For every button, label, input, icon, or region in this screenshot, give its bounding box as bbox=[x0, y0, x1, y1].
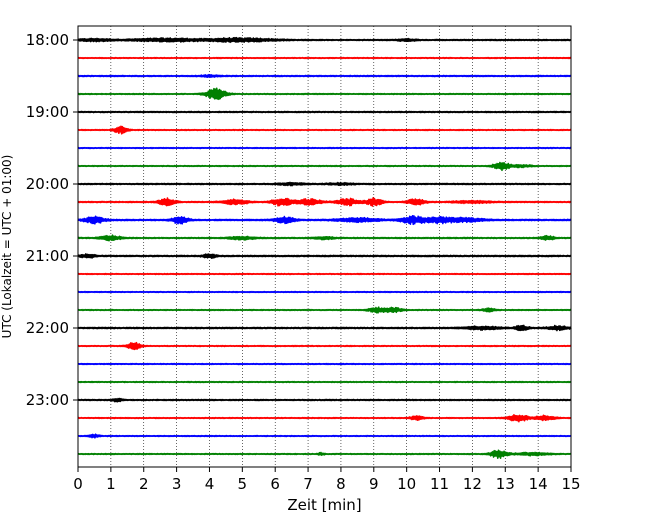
trace-2130 bbox=[77, 290, 572, 294]
x-tick-label: 8 bbox=[336, 475, 346, 493]
x-tick-label: 3 bbox=[172, 475, 182, 493]
trace-1845 bbox=[77, 87, 572, 101]
trace-2245 bbox=[77, 380, 572, 384]
x-tick-label: 9 bbox=[369, 475, 379, 493]
y-tick-label: 20:00 bbox=[26, 175, 69, 193]
trace-2200 bbox=[77, 324, 572, 332]
x-tick-label: 5 bbox=[238, 475, 248, 493]
trace-1900 bbox=[77, 110, 572, 114]
trace-2115 bbox=[77, 272, 572, 276]
x-tick-label: 14 bbox=[529, 475, 548, 493]
trace-group bbox=[77, 36, 572, 459]
trace-1915 bbox=[77, 125, 572, 135]
trace-1830 bbox=[77, 73, 572, 78]
trace-1930 bbox=[77, 146, 572, 150]
trace-1800 bbox=[77, 36, 572, 44]
y-tick-label: 18:00 bbox=[26, 31, 69, 49]
plot-frame bbox=[77, 25, 572, 468]
x-tick-label: 10 bbox=[397, 475, 416, 493]
x-tick-label: 0 bbox=[73, 475, 83, 493]
trace-2145 bbox=[77, 306, 572, 314]
x-tick-label: 15 bbox=[561, 475, 580, 493]
x-axis-label: Zeit [min] bbox=[287, 496, 361, 514]
trace-2045 bbox=[77, 234, 572, 242]
trace-2300 bbox=[77, 397, 572, 403]
x-tick-label: 1 bbox=[106, 475, 116, 493]
trace-2315 bbox=[77, 414, 572, 423]
x-tick-label: 2 bbox=[139, 475, 149, 493]
trace-2100 bbox=[77, 253, 572, 259]
x-tick-label: 6 bbox=[270, 475, 280, 493]
trace-1815 bbox=[77, 56, 572, 60]
trace-1945 bbox=[77, 161, 572, 172]
x-axis-ticks: 0 1 2 3 4 5 6 7 8 9 10 11 12 13 14 15 bbox=[73, 467, 581, 493]
trace-2345 bbox=[77, 449, 572, 459]
y-tick-label: 21:00 bbox=[26, 247, 69, 265]
x-tick-label: 7 bbox=[303, 475, 313, 493]
x-tick-label: 4 bbox=[205, 475, 215, 493]
trace-2030 bbox=[77, 215, 572, 226]
trace-2000 bbox=[77, 181, 572, 187]
y-tick-label: 23:00 bbox=[26, 391, 69, 409]
trace-2230 bbox=[77, 362, 572, 366]
y-axis-label: UTC (Lokalzeit = UTC + 01:00) bbox=[0, 155, 14, 339]
y-tick-label: 22:00 bbox=[26, 319, 69, 337]
x-tick-label: 11 bbox=[430, 475, 449, 493]
x-tick-label: 13 bbox=[496, 475, 515, 493]
trace-2015 bbox=[77, 197, 572, 207]
x-tick-label: 12 bbox=[463, 475, 482, 493]
trace-2215 bbox=[77, 341, 572, 351]
y-axis-ticks: 18:00 19:00 20:00 21:00 22:00 23:00 bbox=[26, 31, 78, 409]
trace-2330 bbox=[77, 433, 572, 439]
y-tick-label: 19:00 bbox=[26, 103, 69, 121]
